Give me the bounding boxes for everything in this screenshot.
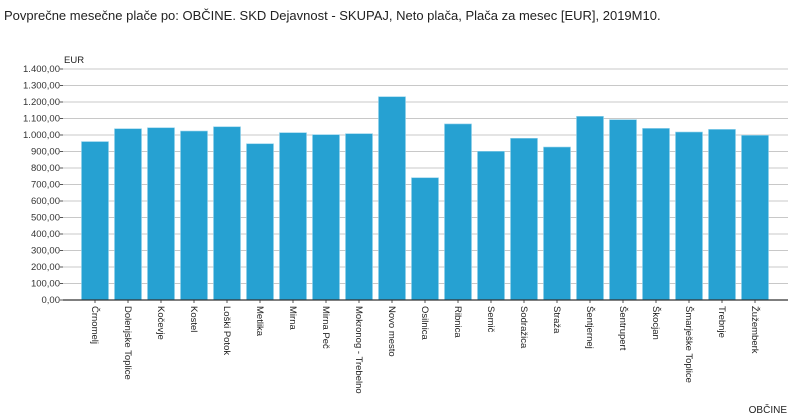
x-tick-label: Kostel bbox=[188, 306, 199, 332]
x-tick-label: Mirna bbox=[287, 306, 298, 330]
bar bbox=[246, 143, 274, 301]
bar bbox=[576, 116, 604, 301]
x-tick-label: Osilnica bbox=[419, 306, 430, 341]
bar bbox=[444, 123, 472, 301]
bar bbox=[378, 96, 406, 301]
x-tick-label: Šentrupert bbox=[617, 306, 628, 351]
chart-title: Povprečne mesečne plače po: OBČINE. SKD … bbox=[4, 8, 661, 23]
bar bbox=[411, 177, 439, 301]
y-tick-label: 1.000,00 bbox=[23, 130, 60, 141]
bar bbox=[147, 127, 175, 301]
bar bbox=[741, 135, 769, 301]
bar bbox=[543, 146, 571, 301]
y-tick-label: 1.300,00 bbox=[23, 81, 60, 92]
y-tick-label: 1.200,00 bbox=[23, 97, 60, 108]
x-tick-label: Semič bbox=[485, 306, 496, 333]
x-tick-label: Črnomelj bbox=[89, 306, 100, 344]
x-axis-label: OBČINE bbox=[748, 405, 787, 416]
x-tick-label: Loški Potok bbox=[221, 306, 232, 355]
bar bbox=[345, 133, 373, 301]
x-tick-label: Žužemberk bbox=[749, 306, 760, 354]
bar bbox=[114, 128, 142, 301]
bar bbox=[312, 134, 340, 301]
y-tick-label: 700,00 bbox=[31, 180, 60, 191]
y-tick-label: 800,00 bbox=[31, 163, 60, 174]
bar bbox=[708, 129, 736, 301]
x-tick-label: Dolenjske Toplice bbox=[122, 306, 133, 380]
bar bbox=[609, 119, 637, 301]
x-tick-label: Kočevje bbox=[155, 306, 166, 340]
y-tick-label: 500,00 bbox=[31, 213, 60, 224]
bar bbox=[213, 126, 241, 301]
y-tick-label: 400,00 bbox=[31, 229, 60, 240]
y-tick-label: 600,00 bbox=[31, 196, 60, 207]
bar bbox=[642, 128, 670, 301]
bar bbox=[510, 138, 538, 301]
x-tick-label: Metlika bbox=[254, 306, 265, 337]
x-tick-label: Straža bbox=[551, 306, 562, 334]
x-tick-label: Trebnje bbox=[716, 306, 727, 338]
bar bbox=[477, 151, 505, 301]
bar bbox=[180, 130, 208, 301]
x-tick-label: Novo mesto bbox=[386, 306, 397, 357]
bar bbox=[279, 132, 307, 301]
x-tick-label: Mirna Peč bbox=[320, 306, 331, 349]
x-tick-label: Šmarješke Toplice bbox=[683, 306, 694, 383]
x-tick-label: Mokronog - Trebelno bbox=[353, 306, 364, 394]
y-tick-label: 0,00 bbox=[42, 295, 61, 306]
x-tick-label: Sodražica bbox=[518, 306, 529, 349]
y-tick-label: 100,00 bbox=[31, 279, 60, 290]
y-tick-label: 1.100,00 bbox=[23, 114, 60, 125]
y-tick-label: 900,00 bbox=[31, 147, 60, 158]
y-tick-label: 300,00 bbox=[31, 246, 60, 257]
y-tick-label: 200,00 bbox=[31, 262, 60, 273]
y-tick-label: 1.400,00 bbox=[23, 64, 60, 75]
bar bbox=[675, 131, 703, 301]
x-tick-label: Škocjan bbox=[650, 306, 661, 340]
x-tick-label: Ribnica bbox=[452, 306, 463, 338]
x-tick-label: Šentjernej bbox=[584, 306, 595, 349]
y-axis-label: EUR bbox=[64, 55, 85, 66]
bar bbox=[81, 141, 109, 301]
